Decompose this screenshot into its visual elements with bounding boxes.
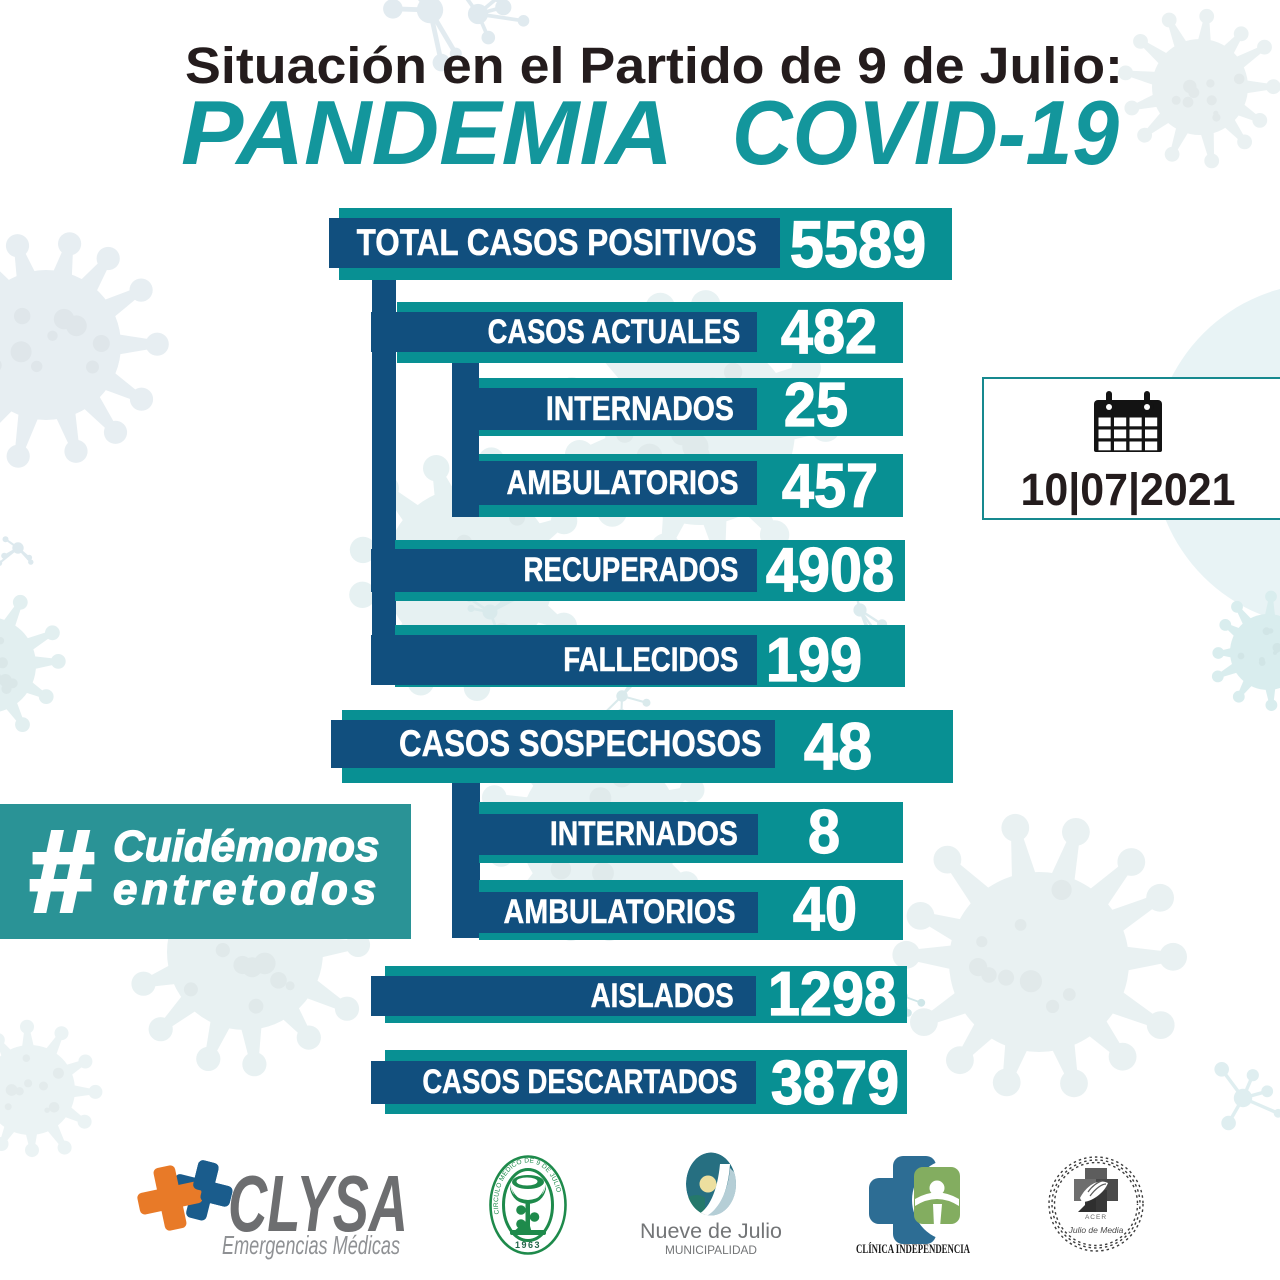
svg-text:1963: 1963 [515,1240,541,1250]
svg-text:Emergencias Médicas: Emergencias Médicas [222,1230,400,1260]
svg-text:MUNICIPALIDAD: MUNICIPALIDAD [665,1243,757,1257]
svg-text:Julio de Media: Julio de Media [1068,1225,1124,1235]
svg-text:Nueve de Julio: Nueve de Julio [640,1220,782,1243]
svg-text:CLÍNICA INDEPENDENCIA: CLÍNICA INDEPENDENCIA [856,1242,970,1256]
svg-text:ACER: ACER [1085,1214,1107,1221]
svg-text:CLYSA: CLYSA [228,1159,408,1248]
